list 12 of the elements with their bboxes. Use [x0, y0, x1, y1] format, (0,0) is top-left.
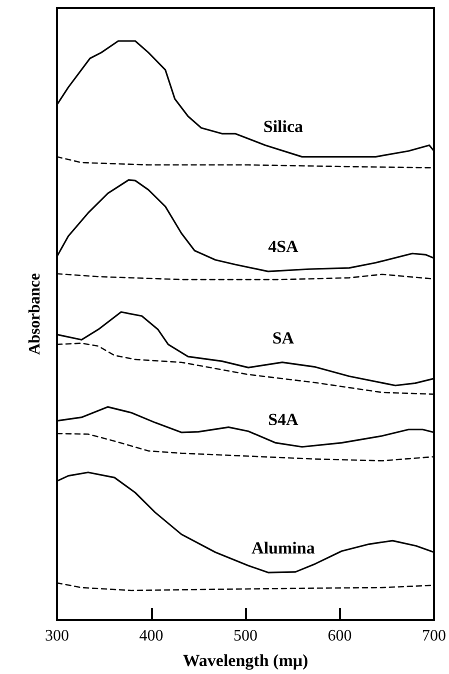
- series-label: S4A: [268, 410, 300, 430]
- series-label: Alumina: [252, 538, 316, 558]
- x-tick-label: 700: [422, 628, 446, 644]
- series-label: 4SA: [268, 236, 300, 256]
- x-tick-label: 400: [139, 628, 164, 644]
- x-tick-label: 300: [45, 628, 69, 644]
- x-tick-label: 500: [234, 628, 258, 644]
- x-axis-title: Wavelength (mμ): [182, 651, 308, 670]
- series-label: SA: [272, 328, 295, 348]
- series-label: Silica: [263, 117, 304, 136]
- x-tick-label: 600: [328, 628, 352, 644]
- y-axis-title: Absorbance: [26, 273, 44, 355]
